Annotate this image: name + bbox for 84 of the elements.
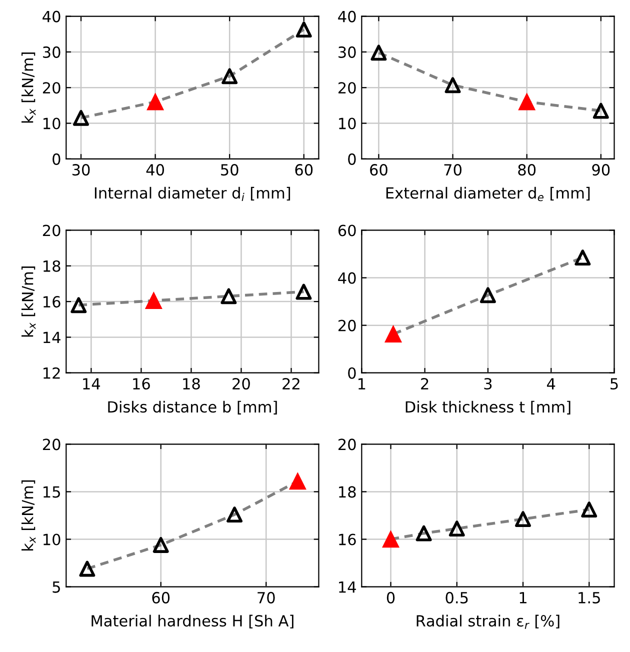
- x-tick-label: 0.5: [446, 592, 468, 604]
- x-tick-label: 40: [146, 164, 164, 176]
- y-tick-label: 20: [338, 438, 356, 450]
- x-tick-label: 22: [282, 378, 300, 390]
- y-axis-title: k$_{x}$ [kN/m]: [22, 480, 36, 551]
- x-tick-label: 50: [221, 164, 238, 176]
- y-tick-label: 15: [44, 486, 60, 498]
- x-tick-label: 80: [518, 164, 536, 176]
- y-tick-label: 14: [339, 581, 356, 593]
- y-tick-label: 5: [52, 581, 60, 593]
- x-tick-label: 70: [258, 592, 275, 604]
- y-tick-label: 10: [44, 118, 60, 130]
- point: [152, 536, 169, 553]
- point: [592, 102, 609, 119]
- y-tick-label: 0: [348, 367, 356, 379]
- x-tick-label: 60: [295, 164, 313, 176]
- y-tick-label: 20: [338, 320, 356, 332]
- y-axis-title: k$_{x}$ [kN/m]: [22, 52, 36, 123]
- x-tick-label: 1: [358, 378, 366, 390]
- point: [73, 110, 89, 126]
- point: [289, 472, 306, 490]
- y-tick-label: 20: [338, 82, 356, 94]
- point: [581, 502, 598, 518]
- point: [79, 560, 96, 577]
- point: [518, 94, 536, 110]
- x-axis-title: Material hardness H [Sh A]: [92, 614, 294, 628]
- point: [515, 511, 531, 528]
- x-tick-label: 1: [520, 592, 526, 604]
- x-tick-label: 90: [592, 164, 610, 176]
- y-tick-label: 16: [339, 534, 356, 546]
- x-axis-title: External diameter d$_{e}$ [mm]: [386, 186, 590, 202]
- point: [370, 44, 387, 61]
- y-tick-label: 10: [339, 118, 356, 130]
- y-tick-label: 60: [338, 224, 356, 236]
- y-axis-title: k$_{x}$ [kN/m]: [22, 266, 36, 337]
- x-tick-label: 60: [152, 592, 170, 604]
- point: [448, 520, 465, 537]
- point: [146, 94, 164, 110]
- y-tick-label: 18: [44, 260, 60, 272]
- x-tick-label: 0: [386, 592, 395, 604]
- x-tick-label: 4: [546, 378, 556, 390]
- point: [444, 77, 461, 94]
- y-tick-label: 30: [338, 46, 356, 58]
- point: [574, 250, 591, 266]
- x-tick-label: 5: [610, 378, 618, 390]
- y-tick-label: 40: [42, 10, 60, 22]
- y-tick-label: 0: [348, 153, 356, 165]
- y-tick-label: 12: [44, 367, 60, 379]
- x-axis-title: Disks distance b [mm]: [108, 400, 277, 414]
- y-tick-label: 16: [44, 296, 60, 308]
- point: [220, 288, 237, 304]
- y-tick-label: 14: [44, 332, 60, 344]
- x-tick-label: 16: [133, 378, 150, 390]
- y-tick-label: 18: [339, 486, 356, 498]
- point: [222, 68, 238, 84]
- x-tick-label: 30: [72, 164, 90, 176]
- x-tick-label: 14: [83, 378, 100, 390]
- y-tick-label: 10: [44, 534, 60, 546]
- point: [296, 22, 312, 38]
- y-tick-label: 20: [42, 224, 60, 236]
- x-tick-label: 70: [444, 164, 462, 176]
- y-tick-label: 20: [42, 82, 60, 94]
- point: [416, 525, 432, 542]
- x-tick-label: 1.5: [578, 592, 600, 604]
- point: [382, 530, 400, 548]
- x-axis-title: Radial strain ε$_{r}$ [%]: [416, 614, 560, 629]
- y-tick-label: 0: [52, 153, 60, 165]
- x-tick-label: 3: [484, 378, 492, 390]
- point: [70, 297, 87, 314]
- x-tick-label: 2: [421, 378, 428, 390]
- point: [226, 506, 243, 523]
- y-tick-label: 20: [42, 438, 60, 450]
- x-axis-title: Disk thickness t [mm]: [406, 400, 570, 414]
- point: [296, 284, 312, 300]
- point: [480, 287, 496, 304]
- y-tick-label: 30: [43, 46, 60, 58]
- point: [384, 326, 402, 342]
- x-tick-label: 18: [183, 378, 200, 390]
- point: [145, 292, 162, 309]
- x-tick-label: 60: [370, 164, 388, 176]
- x-tick-label: 20: [232, 378, 250, 390]
- x-axis-title: Internal diameter d$_{i}$ [mm]: [94, 186, 290, 202]
- y-tick-label: 40: [338, 272, 356, 284]
- y-tick-label: 40: [338, 10, 356, 22]
